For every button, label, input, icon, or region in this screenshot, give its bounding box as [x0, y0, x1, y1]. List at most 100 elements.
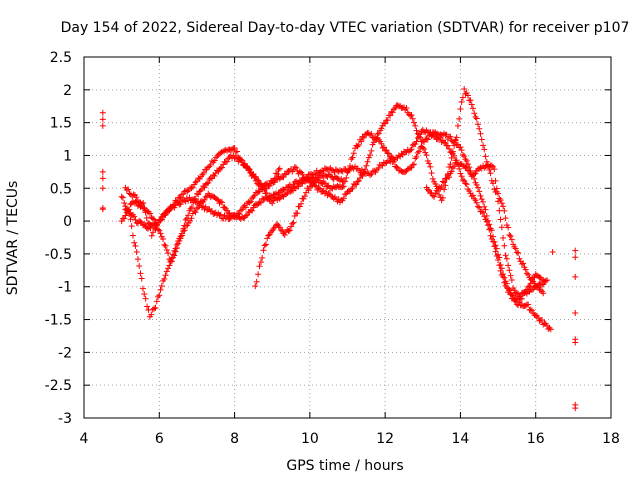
- track-f-point: [441, 179, 448, 186]
- track-f-point: [446, 174, 453, 181]
- track-b-point: [239, 157, 246, 164]
- track-d-point: [143, 224, 150, 231]
- track-d-point: [244, 200, 251, 207]
- track-a-point: [143, 214, 150, 221]
- track-d-point: [416, 131, 423, 138]
- track-c-point: [501, 279, 508, 286]
- track-b-point: [215, 168, 222, 175]
- track-d-point: [500, 203, 507, 210]
- track-e-point: [265, 232, 272, 239]
- track-d-point: [254, 189, 261, 196]
- outliers-point: [99, 185, 106, 192]
- track-d-point: [456, 115, 463, 122]
- track-c-point: [288, 185, 295, 192]
- track-f-point: [498, 224, 505, 231]
- track-d-point: [506, 231, 513, 238]
- track-c-point: [368, 130, 375, 137]
- track-c-point: [485, 217, 492, 224]
- track-c-point: [481, 203, 488, 210]
- track-b-point: [166, 262, 173, 269]
- track-b-point: [195, 191, 202, 198]
- track-a-point: [473, 199, 480, 206]
- track-d-point: [459, 94, 466, 101]
- track-c-point: [172, 245, 179, 252]
- track-d-point: [427, 163, 434, 170]
- track-e-point: [333, 174, 340, 181]
- track-a-point: [336, 167, 343, 174]
- track-a-point: [182, 187, 189, 194]
- track-f-point: [456, 161, 463, 168]
- x-tick-label: 10: [301, 431, 319, 447]
- track-d-point: [419, 144, 426, 151]
- track-c-point: [178, 232, 185, 239]
- track-d-point: [448, 154, 455, 161]
- track-f-point: [507, 272, 514, 279]
- track-c-point: [201, 196, 208, 203]
- track-c-point: [162, 242, 169, 249]
- track-c-point: [291, 179, 298, 186]
- track-e-point: [277, 226, 284, 233]
- track-d-point: [408, 112, 415, 119]
- track-a-point: [176, 194, 183, 201]
- track-a-point: [200, 170, 207, 176]
- track-b-point: [132, 243, 139, 249]
- track-c-point: [423, 135, 430, 142]
- track-d-point: [249, 195, 256, 202]
- track-a-point: [542, 278, 549, 285]
- track-d-point: [274, 176, 281, 183]
- track-b-point: [129, 232, 136, 239]
- track-f-point: [448, 168, 455, 175]
- track-b-point: [133, 248, 140, 255]
- track-c-point: [512, 298, 519, 305]
- track-b-point: [138, 275, 145, 282]
- track-d-point: [354, 178, 361, 185]
- track-e-point: [308, 183, 315, 190]
- track-a-point: [195, 175, 202, 182]
- x-tick-label: 8: [230, 431, 239, 447]
- track-a-point: [224, 147, 231, 154]
- track-b-point: [153, 298, 160, 305]
- outliers-point: [572, 273, 579, 280]
- track-d-point: [447, 161, 454, 168]
- track-c-point: [393, 164, 400, 171]
- track-c-point: [490, 233, 497, 240]
- track-c-point: [491, 239, 498, 246]
- track-a-point: [211, 157, 218, 164]
- track-e-point: [272, 222, 279, 229]
- track-a-point: [180, 191, 187, 198]
- track-d-point: [363, 162, 370, 169]
- track-e-point: [286, 227, 293, 234]
- track-d-point: [523, 270, 530, 277]
- track-c-point: [492, 242, 499, 249]
- track-d-point: [183, 195, 190, 202]
- axis-ticks: 4 6 8 10 12 14 16 18 2.5 2 1.5 1 0.5 0 -0.5 -1 -1.5 -2 -2.…: [45, 50, 620, 447]
- track-e-point: [256, 263, 263, 270]
- x-tick-label: 12: [376, 431, 394, 447]
- track-d-point: [355, 177, 362, 184]
- track-c-point: [262, 194, 269, 201]
- outliers-point: [99, 109, 106, 116]
- track-c-point: [147, 210, 154, 217]
- track-c-point: [349, 154, 356, 161]
- track-c-point: [540, 321, 547, 328]
- track-c-point: [473, 181, 480, 188]
- track-c-point: [281, 187, 288, 194]
- track-b-point: [152, 304, 159, 311]
- track-d-point: [515, 250, 522, 257]
- track-e-point: [267, 229, 274, 236]
- track-c-point: [488, 227, 495, 234]
- track-d-point: [375, 130, 382, 137]
- track-c-point: [334, 182, 341, 189]
- track-d-point: [237, 207, 244, 214]
- track-d-point: [474, 121, 481, 128]
- track-a-point: [399, 151, 406, 158]
- y-tick-label: 2.5: [50, 50, 72, 66]
- track-d-point: [246, 199, 253, 206]
- outliers-point: [572, 247, 579, 254]
- y-tick-label: 1: [63, 148, 72, 164]
- track-b-point: [121, 199, 128, 206]
- track-c-point: [408, 164, 415, 171]
- x-tick-label: 16: [527, 431, 545, 447]
- track-d-point: [477, 130, 484, 137]
- track-d-point: [472, 113, 479, 120]
